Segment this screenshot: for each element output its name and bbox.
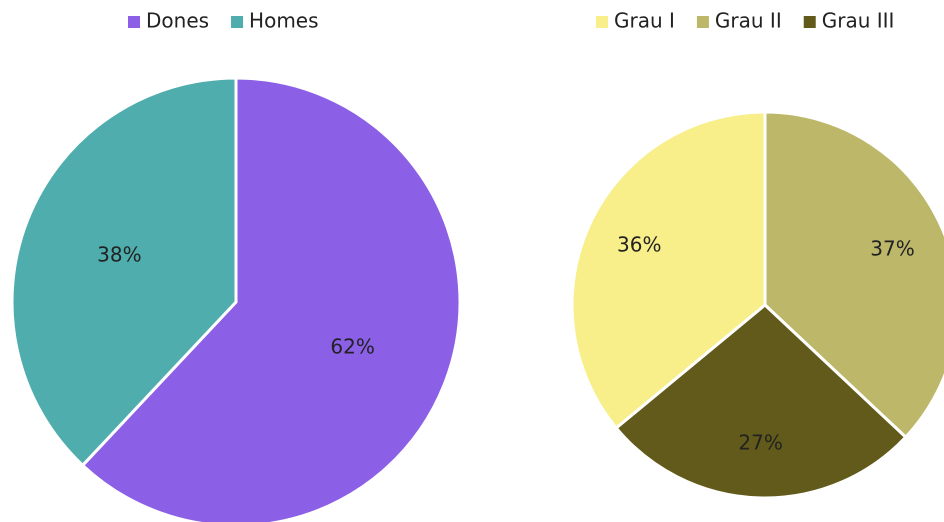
pie-slice: [10, 76, 238, 468]
legend-swatch: [696, 16, 709, 28]
data-label: 37%: [870, 236, 914, 260]
legend-label: Grau II: [715, 9, 782, 33]
pie-slice: [570, 110, 767, 431]
legend-label: Grau III: [822, 9, 895, 33]
legend-swatch: [596, 16, 608, 28]
data-label: 27%: [738, 430, 782, 454]
legend-swatch: [803, 16, 816, 28]
pie-slice: [80, 76, 462, 522]
legend-swatch: [128, 16, 140, 28]
pie-slice: [614, 303, 908, 500]
legend-label: Homes: [249, 9, 318, 33]
legend-label: Dones: [146, 9, 209, 33]
legend-swatch: [231, 16, 244, 28]
legend-label: Grau I: [614, 9, 675, 33]
data-label: 36%: [617, 232, 661, 256]
pie-slice: [763, 110, 944, 440]
data-label: 62%: [330, 335, 374, 359]
data-label: 38%: [97, 242, 141, 266]
